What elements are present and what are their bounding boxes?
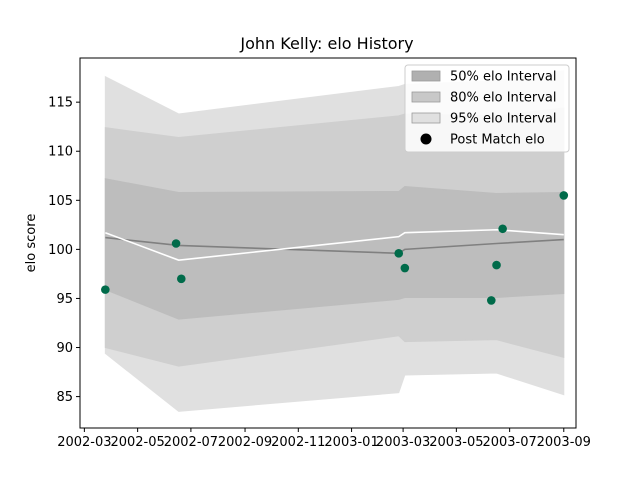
post-match-point bbox=[176, 274, 186, 284]
post-match-point bbox=[400, 263, 410, 273]
post-match-point bbox=[498, 224, 507, 234]
y-axis: 85 90 95 100 105 110 115 bbox=[48, 96, 80, 405]
post-match-points bbox=[101, 191, 569, 305]
legend-label: 80% elo Interval bbox=[450, 91, 557, 106]
x-tick-label: 2002-09 bbox=[218, 435, 272, 450]
legend-marker bbox=[420, 133, 432, 145]
post-match-point bbox=[559, 191, 569, 200]
y-tick-label: 115 bbox=[48, 96, 73, 111]
legend-swatch bbox=[411, 112, 441, 124]
x-tick-label: 2003-07 bbox=[482, 435, 536, 450]
x-tick-label: 2003-03 bbox=[376, 435, 430, 450]
legend-swatch bbox=[411, 91, 441, 103]
legend-box bbox=[404, 64, 570, 153]
y-axis-label: elo score bbox=[24, 214, 39, 273]
x-tick-label: 2002-07 bbox=[164, 435, 218, 450]
y-tick-label: 100 bbox=[48, 243, 73, 258]
x-tick-label: 2002-11 bbox=[271, 435, 325, 450]
x-tick-label: 2003-09 bbox=[537, 435, 591, 450]
post-match-point bbox=[171, 239, 181, 248]
expected-elo-line bbox=[105, 228, 564, 261]
legend-label: 95% elo Interval bbox=[450, 112, 557, 127]
post-match-point bbox=[101, 285, 110, 294]
x-tick-label: 2002-03 bbox=[57, 435, 111, 450]
y-tick-label: 110 bbox=[48, 145, 73, 160]
legend-label: 50% elo Interval bbox=[450, 70, 557, 85]
chart-title: John Kelly: elo History bbox=[239, 34, 413, 53]
y-tick-label: 90 bbox=[56, 341, 73, 356]
post-match-point bbox=[394, 249, 404, 258]
y-tick-label: 85 bbox=[56, 390, 73, 405]
post-match-point bbox=[492, 260, 501, 270]
band-2 bbox=[104, 178, 565, 320]
interval-bands bbox=[104, 70, 565, 412]
x-tick-label: 2003-01 bbox=[324, 435, 378, 450]
y-tick-label: 95 bbox=[56, 292, 73, 307]
plot-frame bbox=[79, 57, 577, 429]
legend-label: Post Match elo bbox=[450, 133, 545, 148]
x-tick-label: 2003-05 bbox=[429, 435, 483, 450]
x-tick-label: 2002-05 bbox=[110, 435, 164, 450]
y-tick-label: 105 bbox=[48, 194, 73, 209]
legend: 50% elo Interval 80% elo Interval 95% elo … bbox=[404, 64, 570, 153]
legend-swatch bbox=[411, 70, 441, 82]
post-match-point bbox=[486, 296, 496, 305]
